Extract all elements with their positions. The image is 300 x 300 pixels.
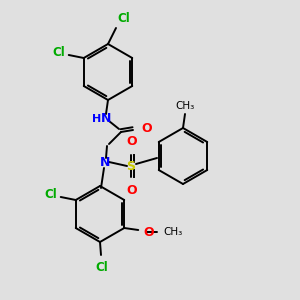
Text: S: S bbox=[127, 160, 136, 172]
Text: CH₃: CH₃ bbox=[176, 101, 195, 111]
Text: Cl: Cl bbox=[96, 261, 108, 274]
Text: O: O bbox=[141, 122, 152, 136]
Text: Cl: Cl bbox=[52, 46, 65, 59]
Text: O: O bbox=[143, 226, 154, 238]
Text: N: N bbox=[101, 112, 111, 125]
Text: O: O bbox=[127, 184, 137, 197]
Text: CH₃: CH₃ bbox=[163, 227, 182, 237]
Text: O: O bbox=[127, 135, 137, 148]
Text: Cl: Cl bbox=[117, 12, 130, 25]
Text: N: N bbox=[100, 157, 110, 169]
Text: Cl: Cl bbox=[44, 188, 57, 200]
Text: H: H bbox=[92, 114, 102, 124]
